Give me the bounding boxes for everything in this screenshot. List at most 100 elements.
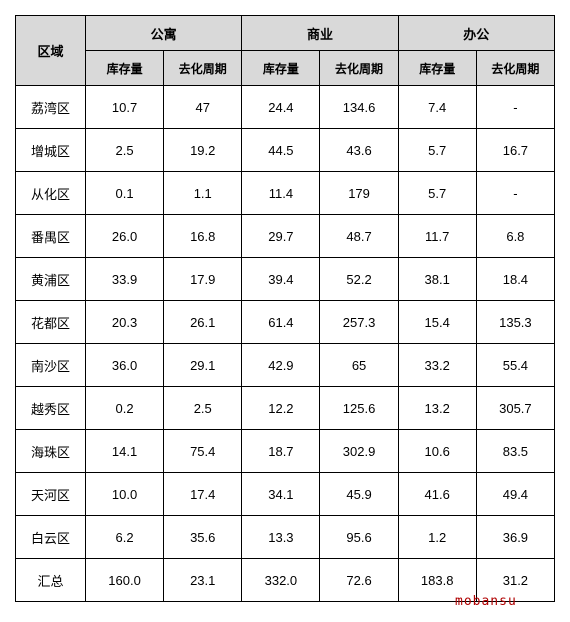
table-row: 海珠区14.175.418.7302.910.683.5 [16, 430, 555, 473]
data-table: 区域 公寓 商业 办公 库存量 去化周期 库存量 去化周期 库存量 去化周期 荔… [15, 15, 555, 602]
table-cell: 1.2 [398, 516, 476, 559]
table-cell: 黄浦区 [16, 258, 86, 301]
table-row: 天河区10.017.434.145.941.649.4 [16, 473, 555, 516]
table-cell: 11.4 [242, 172, 320, 215]
table-cell: 35.6 [164, 516, 242, 559]
table-cell: 从化区 [16, 172, 86, 215]
header-group-office: 办公 [398, 16, 554, 51]
header-sub: 去化周期 [164, 51, 242, 86]
table-cell: 17.4 [164, 473, 242, 516]
table-cell: 305.7 [476, 387, 554, 430]
table-cell: 47 [164, 86, 242, 129]
table-cell: 10.0 [86, 473, 164, 516]
table-cell: 16.7 [476, 129, 554, 172]
table-cell: 29.7 [242, 215, 320, 258]
table-cell: 23.1 [164, 559, 242, 602]
table-cell: 0.1 [86, 172, 164, 215]
table-cell: 42.9 [242, 344, 320, 387]
header-sub: 去化周期 [476, 51, 554, 86]
table-cell: 179 [320, 172, 398, 215]
table-cell: 5.7 [398, 129, 476, 172]
table-cell: 41.6 [398, 473, 476, 516]
header-sub: 库存量 [86, 51, 164, 86]
table-cell: 17.9 [164, 258, 242, 301]
table-cell: 天河区 [16, 473, 86, 516]
table-body: 荔湾区10.74724.4134.67.4-增城区2.519.244.543.6… [16, 86, 555, 602]
table-cell: 南沙区 [16, 344, 86, 387]
table-cell: 2.5 [86, 129, 164, 172]
table-cell: 13.2 [398, 387, 476, 430]
table-row: 番禺区26.016.829.748.711.76.8 [16, 215, 555, 258]
header-row-2: 库存量 去化周期 库存量 去化周期 库存量 去化周期 [16, 51, 555, 86]
table-cell: 荔湾区 [16, 86, 86, 129]
table-row: 增城区2.519.244.543.65.716.7 [16, 129, 555, 172]
table-cell: 增城区 [16, 129, 86, 172]
table-cell: 2.5 [164, 387, 242, 430]
header-group-commercial: 商业 [242, 16, 398, 51]
table-cell: 33.9 [86, 258, 164, 301]
header-sub: 库存量 [398, 51, 476, 86]
table-row: 荔湾区10.74724.4134.67.4- [16, 86, 555, 129]
table-cell: 55.4 [476, 344, 554, 387]
table-row: 越秀区0.22.512.2125.613.2305.7 [16, 387, 555, 430]
header-sub: 去化周期 [320, 51, 398, 86]
table-cell: 7.4 [398, 86, 476, 129]
table-cell: 18.7 [242, 430, 320, 473]
header-row-1: 区域 公寓 商业 办公 [16, 16, 555, 51]
table-row: 白云区6.235.613.395.61.236.9 [16, 516, 555, 559]
table-cell: 33.2 [398, 344, 476, 387]
table-cell: 24.4 [242, 86, 320, 129]
table-cell: 汇总 [16, 559, 86, 602]
table-cell: 75.4 [164, 430, 242, 473]
table-cell: 332.0 [242, 559, 320, 602]
table-cell: 26.1 [164, 301, 242, 344]
table-cell: 49.4 [476, 473, 554, 516]
table-cell: 45.9 [320, 473, 398, 516]
table-cell: 302.9 [320, 430, 398, 473]
table-cell: 43.6 [320, 129, 398, 172]
table-cell: 白云区 [16, 516, 86, 559]
table-cell: 越秀区 [16, 387, 86, 430]
table-cell: 6.2 [86, 516, 164, 559]
table-cell: 257.3 [320, 301, 398, 344]
table-row: 黄浦区33.917.939.452.238.118.4 [16, 258, 555, 301]
table-cell: 83.5 [476, 430, 554, 473]
table-cell: 52.2 [320, 258, 398, 301]
table-cell: 11.7 [398, 215, 476, 258]
table-cell: 1.1 [164, 172, 242, 215]
table-cell: 6.8 [476, 215, 554, 258]
table-cell: 34.1 [242, 473, 320, 516]
table-cell: 花都区 [16, 301, 86, 344]
table-cell: 61.4 [242, 301, 320, 344]
table-cell: 48.7 [320, 215, 398, 258]
table-cell: 95.6 [320, 516, 398, 559]
header-region: 区域 [16, 16, 86, 86]
table-cell: 72.6 [320, 559, 398, 602]
table-cell: 134.6 [320, 86, 398, 129]
table-cell: 36.9 [476, 516, 554, 559]
table-cell: 18.4 [476, 258, 554, 301]
table-cell: 16.8 [164, 215, 242, 258]
table-cell: 5.7 [398, 172, 476, 215]
table-cell: 13.3 [242, 516, 320, 559]
table-cell: 160.0 [86, 559, 164, 602]
table-cell: 10.7 [86, 86, 164, 129]
table-cell: 26.0 [86, 215, 164, 258]
watermark-text: mobansu [455, 594, 517, 609]
table-cell: 0.2 [86, 387, 164, 430]
table-cell: 20.3 [86, 301, 164, 344]
table-row: 从化区0.11.111.41795.7- [16, 172, 555, 215]
header-sub: 库存量 [242, 51, 320, 86]
table-cell: 38.1 [398, 258, 476, 301]
table-row: 花都区20.326.161.4257.315.4135.3 [16, 301, 555, 344]
table-cell: 125.6 [320, 387, 398, 430]
table-cell: 15.4 [398, 301, 476, 344]
table-cell: 海珠区 [16, 430, 86, 473]
table-cell: 65 [320, 344, 398, 387]
table-cell: 10.6 [398, 430, 476, 473]
table-cell: 44.5 [242, 129, 320, 172]
table-cell: 12.2 [242, 387, 320, 430]
table-cell: - [476, 86, 554, 129]
table-cell: 番禺区 [16, 215, 86, 258]
table-cell: 19.2 [164, 129, 242, 172]
